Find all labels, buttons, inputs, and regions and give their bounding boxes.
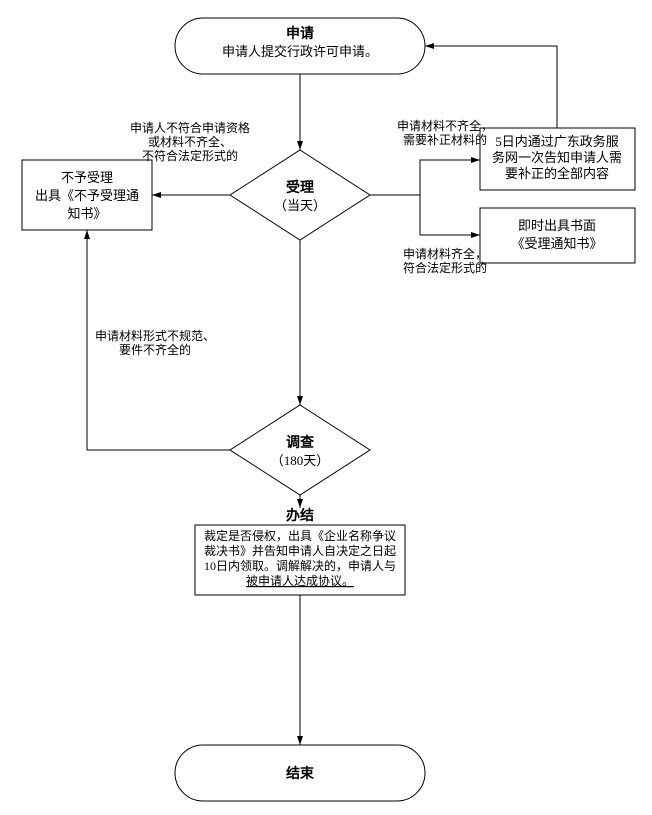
- inv-subtitle: （180天）: [271, 453, 330, 468]
- reject-l2: 出具《不予受理通: [35, 188, 139, 203]
- label-notice-l2: 符合法定形式的: [403, 260, 487, 275]
- label-supp-l1: 申请材料不齐全，: [397, 118, 493, 133]
- edge-accept-supplement: [370, 160, 480, 195]
- supp-l1: 5日内通过广东政务服: [495, 134, 619, 149]
- node-end: 结束: [175, 745, 425, 801]
- edge-accept-notice: [420, 195, 480, 235]
- complete-l1: 裁定是否侵权，出具《企业名称争议: [204, 528, 396, 543]
- label-reject-l3: 不符合法定形式的: [142, 148, 238, 163]
- node-notice: 即时出具书面 《受理通知书》: [480, 208, 635, 263]
- accept-title: 受理: [286, 179, 314, 196]
- notice-l1: 即时出具书面: [518, 218, 596, 233]
- label-inv-reject-l2: 要件不齐全的: [119, 342, 191, 357]
- notice-l2: 《受理通知书》: [511, 236, 602, 251]
- node-supplement: 5日内通过广东政务服 务网一次告知申请人需 要补正的全部内容: [480, 128, 635, 190]
- start-text: 申请人提交行政许可申请。: [222, 44, 378, 59]
- node-complete: 办结 裁定是否侵权，出具《企业名称争议 裁决书》并告知申请人自决定之日起 10日…: [195, 507, 405, 595]
- supp-l2: 务网一次告知申请人需: [492, 150, 622, 165]
- node-accept: 受理 （当天）: [230, 150, 370, 240]
- inv-title: 调查: [286, 434, 315, 451]
- reject-l1: 不予受理: [61, 170, 113, 185]
- complete-l4: 被申请人达成协议。: [246, 573, 354, 588]
- label-notice-l1: 申请材料齐全，: [403, 246, 487, 261]
- edge-supplement-start: [425, 46, 557, 128]
- end-title: 结束: [286, 765, 315, 782]
- supp-l3: 要补正的全部内容: [505, 166, 609, 181]
- label-supp-l2: 需要补正材料的: [403, 132, 487, 147]
- reject-l3: 知书》: [67, 206, 106, 221]
- node-start: 申请 申请人提交行政许可申请。: [175, 18, 425, 74]
- accept-subtitle: （当天）: [274, 198, 326, 213]
- label-inv-reject-l1: 申请材料形式不规范、: [95, 328, 215, 343]
- complete-title: 办结: [286, 507, 314, 524]
- node-reject: 不予受理 出具《不予受理通 知书》: [22, 160, 152, 230]
- flowchart-canvas: 申请 申请人提交行政许可申请。 受理 （当天） 不予受理 出具《不予受理通 知书…: [0, 0, 652, 815]
- complete-l3: 10日内领取。调解解决的，申请人与: [204, 558, 396, 573]
- start-title: 申请: [286, 25, 314, 42]
- node-investigate: 调查 （180天）: [230, 405, 370, 495]
- label-reject-l2: 或材料不齐全、: [148, 134, 232, 149]
- label-reject-l1: 申请人不符合申请资格: [130, 120, 250, 135]
- complete-l2: 裁决书》并告知申请人自决定之日起: [204, 543, 396, 558]
